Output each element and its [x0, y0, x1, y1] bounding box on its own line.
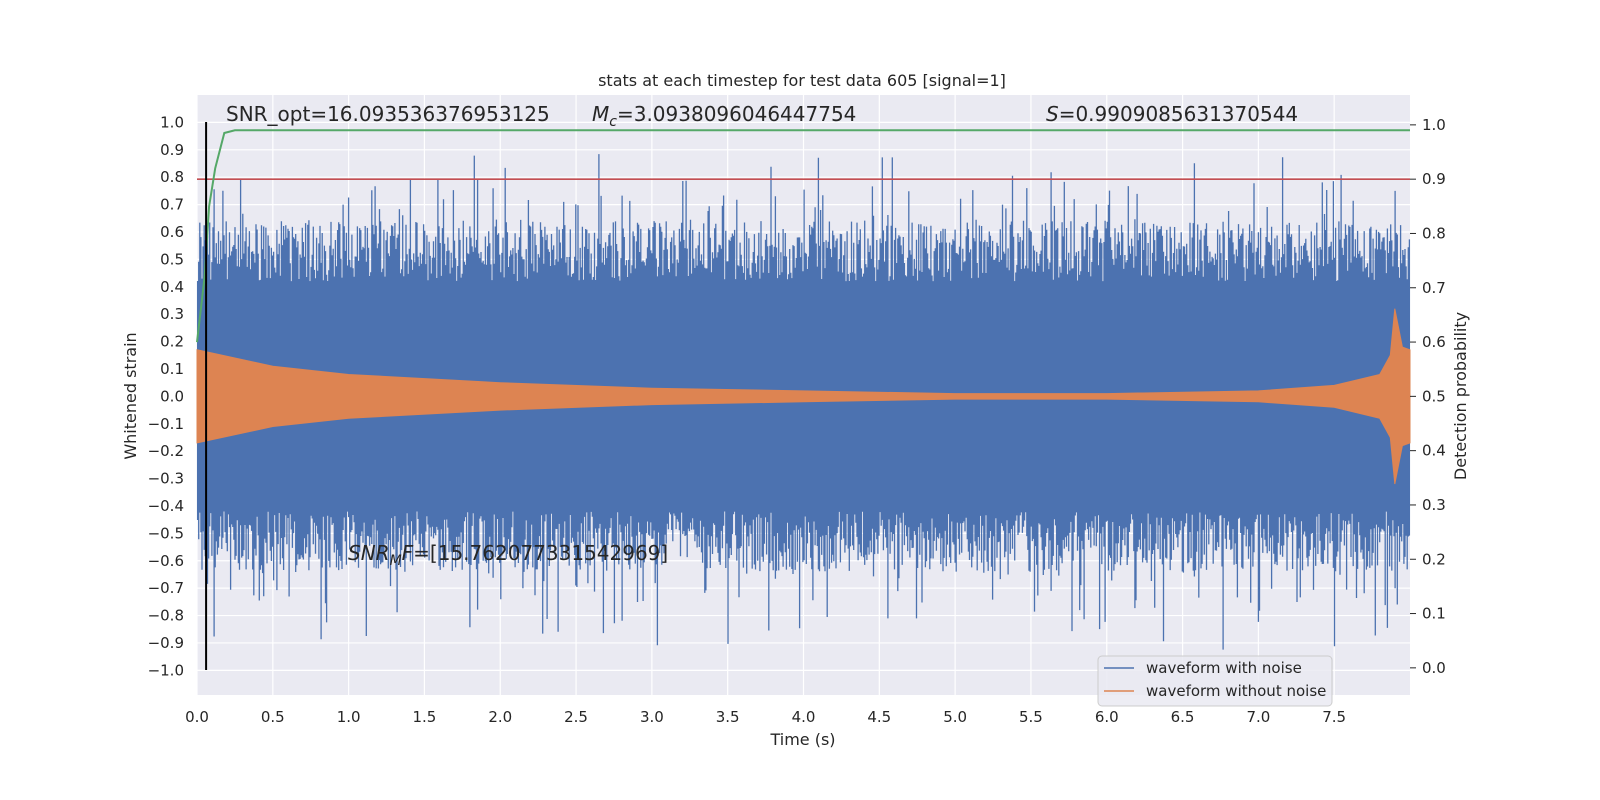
- snr-mf-subscript: M: [390, 553, 402, 569]
- mc-value: =3.0938096046447754: [617, 102, 856, 126]
- y2-tick-label: 0.0: [1422, 659, 1446, 677]
- snr-mf-rest: F: [402, 541, 414, 565]
- y-tick-label: −0.2: [148, 442, 184, 460]
- y-tick-label: −0.5: [148, 524, 184, 542]
- y2-tick-label: 0.7: [1422, 279, 1446, 297]
- y-tick-label: −0.8: [148, 607, 184, 625]
- legend-label-noise: waveform with noise: [1146, 659, 1302, 677]
- y-tick-label: −0.1: [148, 415, 184, 433]
- y-tick-label: 0.4: [160, 278, 184, 296]
- x-tick-label: 0.5: [261, 708, 285, 726]
- y-tick-label: −0.9: [148, 634, 184, 652]
- legend: waveform with noise waveform without noi…: [1097, 655, 1333, 707]
- chart-title: stats at each timestep for test data 605…: [598, 71, 1006, 90]
- x-tick-label: 3.5: [716, 708, 740, 726]
- snr-mf-annotation: SNRMF=[15.762077331542969]: [348, 541, 668, 569]
- y2-tick-label: 1.0: [1422, 116, 1446, 134]
- snr-mf-value: =[15.762077331542969]: [413, 541, 668, 565]
- x-tick-label: 2.0: [488, 708, 512, 726]
- y-axis-label: Whitened strain: [121, 332, 140, 459]
- y-tick-label: 0.8: [160, 168, 184, 186]
- waveform-without-noise: [196, 308, 1411, 485]
- x-tick-label: 0.0: [185, 708, 209, 726]
- y2-tick-label: 0.6: [1422, 333, 1446, 351]
- legend-label-clean: waveform without noise: [1146, 682, 1326, 700]
- x-tick-label: 4.0: [792, 708, 816, 726]
- x-tick-label: 7.5: [1322, 708, 1346, 726]
- x-tick-label: 6.0: [1095, 708, 1119, 726]
- legend-box: [1097, 655, 1333, 707]
- clean-waveform-envelope: [196, 308, 1411, 485]
- x-tick-label: 5.5: [1019, 708, 1043, 726]
- y-tick-label: 1.0: [160, 113, 184, 131]
- x-tick-label: 3.0: [640, 708, 664, 726]
- mc-symbol: M: [592, 102, 609, 126]
- y-axis-ticks: 1.0 0.9 0.8 0.7 0.6 0.5 0.4 0.3 0.2 0.1 0.0 −0.1 −0.…: [148, 113, 184, 679]
- y-tick-label: −0.6: [148, 552, 184, 570]
- y-tick-label: 0.1: [160, 360, 184, 378]
- x-tick-label: 1.5: [413, 708, 437, 726]
- y2-tick-label: 0.3: [1422, 496, 1446, 514]
- snr-mf-symbol: SNR: [348, 541, 390, 565]
- s-annotation: S=0.9909085631370544: [1046, 102, 1298, 126]
- x-tick-label: 2.5: [564, 708, 588, 726]
- y2-tick-label: 0.5: [1422, 387, 1446, 405]
- mc-annotation: Mc=3.0938096046447754: [592, 102, 856, 130]
- y-tick-label: 0.9: [160, 141, 184, 159]
- detection-probability-layer: [196, 122, 1410, 670]
- x-tick-label: 5.0: [943, 708, 967, 726]
- y2-tick-label: 0.8: [1422, 224, 1446, 242]
- x-axis-label: Time (s): [769, 730, 835, 749]
- y2-tick-label: 0.2: [1422, 550, 1446, 568]
- y2-tick-label: 0.9: [1422, 170, 1446, 188]
- x-tick-label: 4.5: [867, 708, 891, 726]
- y2-axis-label: Detection probability: [1451, 312, 1470, 480]
- x-tick-label: 6.5: [1171, 708, 1195, 726]
- y-tick-label: −0.3: [148, 470, 184, 488]
- x-axis-ticks: 0.0 0.5 1.0 1.5 2.0 2.5 3.0 3.5 4.0 4.5 5.0 5.5 6.0 6…: [185, 708, 1346, 726]
- y-tick-label: −1.0: [148, 661, 184, 679]
- y-tick-label: −0.4: [148, 497, 184, 515]
- y-tick-label: 0.3: [160, 305, 184, 323]
- y-tick-label: 0.5: [160, 250, 184, 268]
- y-tick-label: −0.7: [148, 579, 184, 597]
- x-tick-label: 1.0: [337, 708, 361, 726]
- y-tick-label: 0.2: [160, 333, 184, 351]
- s-symbol: S: [1046, 102, 1059, 126]
- y2-tick-label: 0.4: [1422, 442, 1446, 460]
- mc-subscript: c: [609, 114, 617, 130]
- y2-tick-label: 0.1: [1422, 605, 1446, 623]
- y-tick-label: 0.0: [160, 387, 184, 405]
- y-tick-label: 0.6: [160, 223, 184, 241]
- y-tick-label: 0.7: [160, 196, 184, 214]
- s-value: =0.9909085631370544: [1059, 102, 1298, 126]
- y2-axis-ticks: 1.0 0.9 0.8 0.7 0.6 0.5 0.4 0.3 0.2 0.1 0.0: [1410, 116, 1446, 677]
- x-tick-label: 7.0: [1246, 708, 1270, 726]
- snr-opt-annotation: SNR_opt=16.093536376953125: [226, 102, 550, 126]
